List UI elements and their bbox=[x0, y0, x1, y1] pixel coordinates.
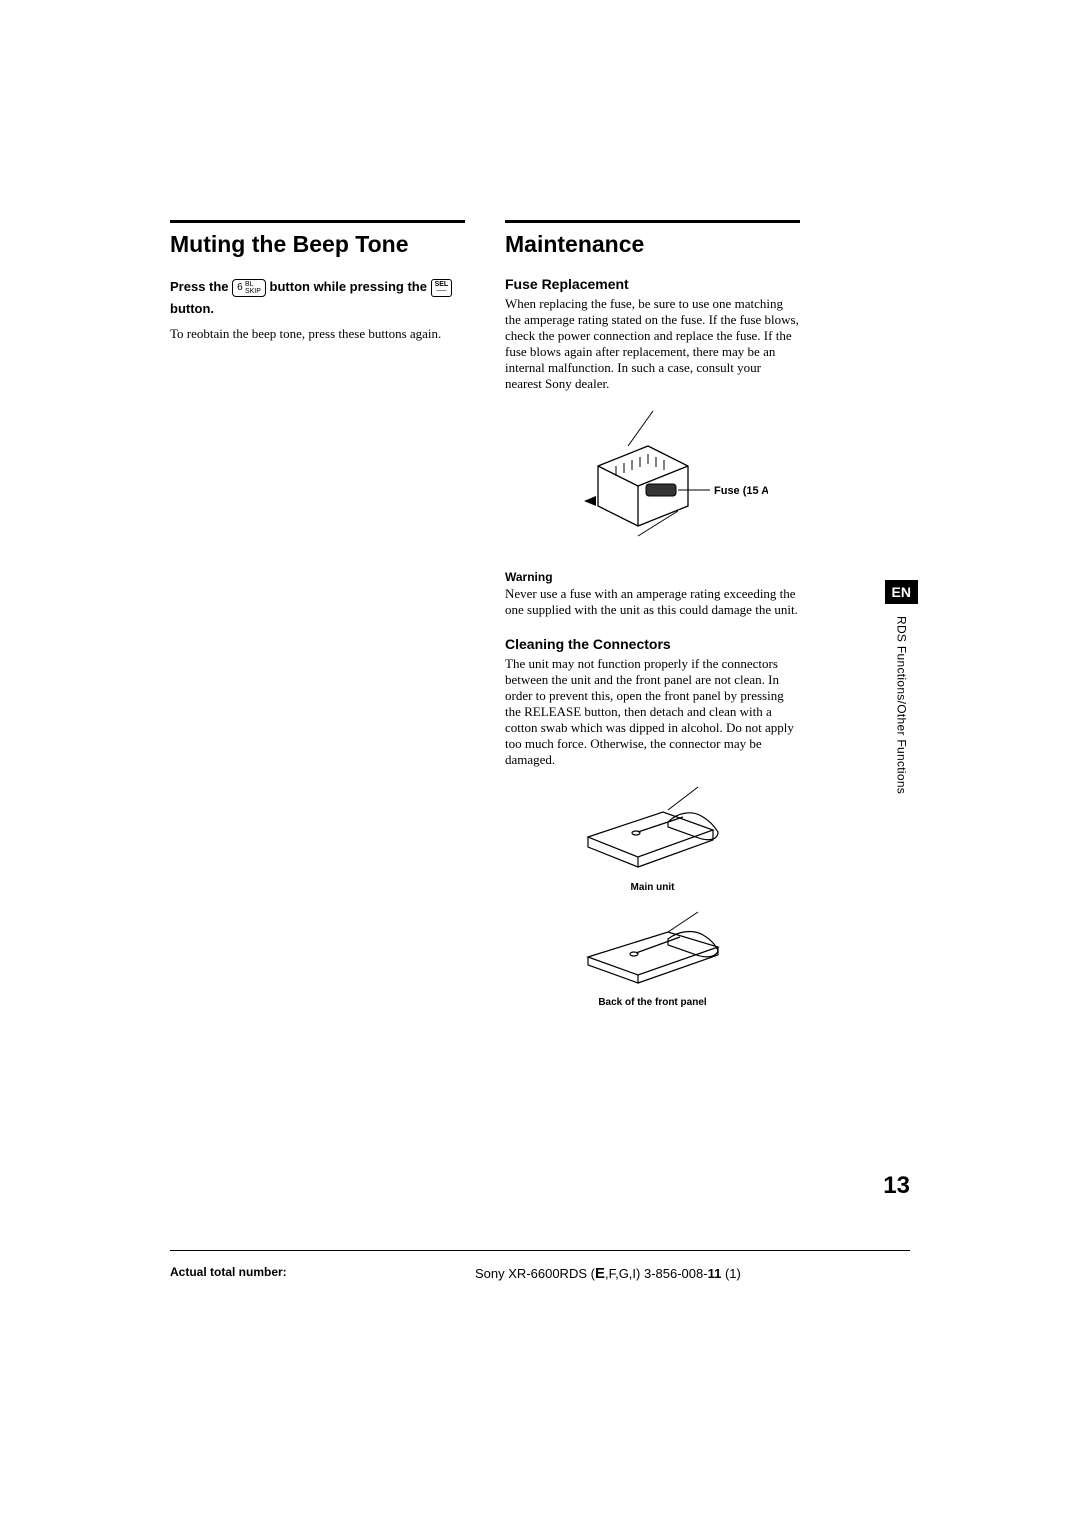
footer-right: Sony XR-6600RDS (E,F,G,I) 3-856-008-11 (… bbox=[475, 1265, 741, 1282]
section-rule bbox=[170, 220, 465, 223]
front-panel-figure: Back of the front panel bbox=[505, 907, 800, 1008]
cleaning-body: The unit may not function properly if th… bbox=[505, 656, 800, 768]
muting-body: To reobtain the beep tone, press these b… bbox=[170, 326, 465, 342]
instr-prefix: Press the bbox=[170, 279, 232, 294]
side-tab: EN RDS Functions/Other Functions bbox=[885, 580, 918, 794]
front-panel-label: Back of the front panel bbox=[505, 997, 800, 1008]
main-unit-figure: Main unit bbox=[505, 782, 800, 893]
fuse-body: When replacing the fuse, be sure to use … bbox=[505, 296, 800, 392]
button-6-blskip-icon: 6 BL SKIP bbox=[232, 279, 266, 297]
fuse-figure: Fuse (15 A) bbox=[505, 406, 800, 556]
instr-mid: button while pressing the bbox=[270, 279, 431, 294]
footer-left: Actual total number: bbox=[170, 1265, 475, 1282]
main-unit-label: Main unit bbox=[505, 882, 800, 893]
warning-heading: Warning bbox=[505, 570, 800, 584]
fuse-label: Fuse (15 A) bbox=[714, 485, 768, 497]
cleaning-heading: Cleaning the Connectors bbox=[505, 636, 800, 652]
button-sel-icon: SEL ── bbox=[431, 279, 453, 297]
muting-title: Muting the Beep Tone bbox=[170, 231, 465, 258]
language-badge: EN bbox=[885, 580, 918, 604]
fuse-heading: Fuse Replacement bbox=[505, 276, 800, 292]
instruction-line: Press the 6 BL SKIP button while pressin… bbox=[170, 276, 465, 320]
section-rule bbox=[505, 220, 800, 223]
footer: Actual total number: Sony XR-6600RDS (E,… bbox=[170, 1250, 910, 1282]
page-number: 13 bbox=[883, 1172, 910, 1200]
section-label-vertical: RDS Functions/Other Functions bbox=[894, 616, 908, 794]
instr-suffix: button. bbox=[170, 301, 214, 316]
right-column: Maintenance Fuse Replacement When replac… bbox=[505, 220, 800, 1022]
maintenance-title: Maintenance bbox=[505, 231, 800, 258]
left-column: Muting the Beep Tone Press the 6 BL SKIP… bbox=[170, 220, 465, 1022]
warning-body: Never use a fuse with an amperage rating… bbox=[505, 586, 800, 618]
